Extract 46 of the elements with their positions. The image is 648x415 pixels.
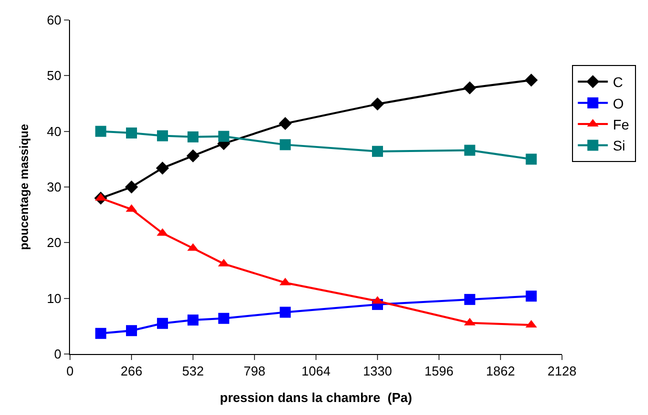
legend-label: O — [612, 95, 624, 112]
x-tick-label: 1064 — [302, 364, 330, 379]
point — [126, 325, 137, 336]
point — [186, 149, 200, 162]
point — [126, 128, 137, 138]
point — [156, 162, 169, 175]
x-tick-label: 2128 — [548, 364, 576, 379]
point — [218, 130, 230, 142]
point — [188, 314, 198, 326]
point — [218, 312, 230, 324]
y-tick-label: 0 — [54, 346, 62, 362]
y-tick-label: 20 — [46, 235, 62, 250]
point — [372, 146, 383, 157]
point — [280, 139, 291, 150]
point — [524, 74, 538, 87]
legend-label: Si — [612, 138, 626, 154]
point — [464, 294, 476, 305]
x-tick-label: 1596 — [424, 364, 454, 379]
x-tick-label: 266 — [120, 364, 142, 379]
x-axis-title: pression dans la chambre (Pa) — [220, 390, 412, 406]
y-tick-label: 30 — [46, 180, 62, 195]
point — [125, 180, 138, 194]
point — [526, 154, 537, 165]
point — [156, 130, 168, 142]
legend-label: C — [612, 74, 623, 90]
point — [526, 290, 537, 302]
point — [463, 81, 476, 94]
y-tick-label: 40 — [46, 124, 62, 139]
y-tick-label: 10 — [46, 290, 62, 306]
point — [280, 306, 291, 318]
point — [95, 328, 106, 339]
y-tick-label: 60 — [46, 12, 62, 28]
x-tick-label: 798 — [244, 364, 266, 379]
point — [156, 318, 168, 329]
x-tick-label: 532 — [182, 364, 204, 379]
y-tick-label: 50 — [46, 68, 62, 84]
point — [371, 98, 384, 111]
legend-label: Fe — [612, 116, 630, 132]
point — [188, 131, 198, 142]
point — [278, 117, 292, 130]
point — [464, 144, 476, 156]
x-tick-label: 0 — [66, 364, 74, 379]
x-tick-label: 1330 — [363, 364, 392, 379]
point — [95, 126, 106, 137]
y-axis-title: poucentage massique — [17, 124, 32, 250]
x-tick-label: 1862 — [486, 364, 515, 379]
